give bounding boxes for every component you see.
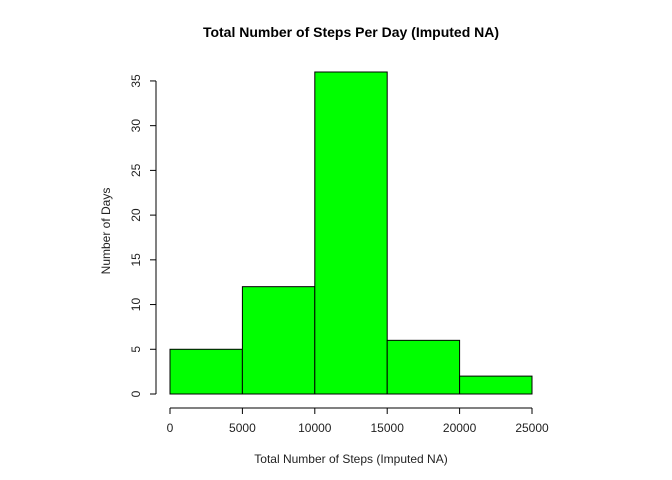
y-axis: 0 5 10 15 20 25 30 35 <box>129 74 157 397</box>
x-tick-label: 20000 <box>443 421 477 435</box>
y-tick-label: 20 <box>129 208 143 222</box>
y-tick-label: 30 <box>129 119 143 133</box>
histogram-bars <box>169 71 533 395</box>
y-tick-label: 15 <box>129 253 143 267</box>
y-tick-label: 5 <box>129 346 143 353</box>
x-tick-label: 15000 <box>371 421 405 435</box>
x-axis: 0 5000 10000 15000 20000 25000 <box>167 407 549 435</box>
histogram-bar <box>386 339 461 395</box>
x-axis-label: Total Number of Steps (Imputed NA) <box>254 452 447 466</box>
y-tick-label: 35 <box>129 74 143 88</box>
histogram-bar <box>169 348 243 395</box>
histogram-bar <box>459 375 533 395</box>
chart-title: Total Number of Steps Per Day (Imputed N… <box>203 24 499 40</box>
histogram-bar <box>314 71 388 395</box>
x-tick-label: 5000 <box>229 421 256 435</box>
y-tick-label: 25 <box>129 163 143 177</box>
y-tick-label: 0 <box>129 390 143 397</box>
y-tick-label: 10 <box>129 298 143 312</box>
x-tick-label: 0 <box>167 421 174 435</box>
histogram-bar <box>241 286 316 395</box>
x-tick-label: 10000 <box>298 421 332 435</box>
x-tick-label: 25000 <box>515 421 549 435</box>
y-axis-label: Number of Days <box>99 188 113 275</box>
